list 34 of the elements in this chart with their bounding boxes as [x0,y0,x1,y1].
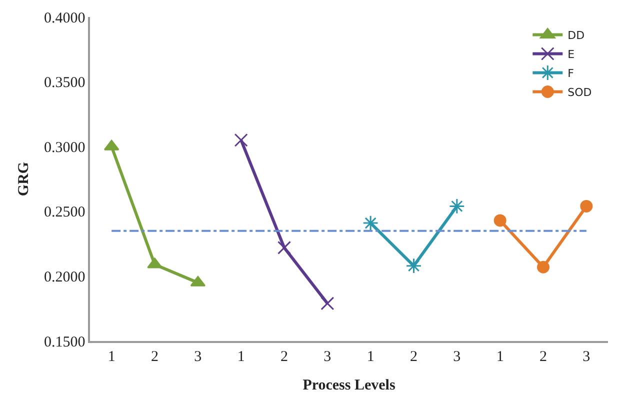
y-tick-label: 0.2500 [44,204,86,221]
x-tick-label: 1 [237,348,245,365]
legend-label: DD [568,29,585,42]
point [320,296,334,310]
legend-label: E [568,48,575,62]
y-tick-label: 0.4000 [44,10,86,26]
x-tick-label: 3 [324,348,332,365]
point [494,214,506,227]
y-axis-title: GRG [16,162,32,196]
point [580,200,593,212]
y-tick-label: 0.1500 [44,334,86,350]
point [448,198,465,214]
point [406,258,422,274]
x-axis-title: Process Levels [302,377,396,394]
y-tick-label: 0.2000 [44,269,86,286]
point [147,258,162,268]
y-tick-label: 0.3000 [44,140,86,156]
legend-label: F [568,67,574,80]
x-tick-label: 2 [410,348,418,365]
x-tick-label: 2 [151,348,158,365]
point [362,215,379,232]
x-tick-label: 3 [194,348,202,365]
x-tick-label: 1 [366,348,374,365]
point [278,240,291,254]
x-tick-label: 2 [280,348,288,365]
x-tick-label: 3 [582,348,590,365]
x-tick-label: 1 [496,348,504,365]
y-tick-label: 0.3500 [44,75,86,92]
x-tick-label: 2 [540,348,547,365]
legend-label: SOD [568,86,592,100]
point [537,260,550,274]
point [234,133,248,147]
x-tick-label: 3 [453,348,461,365]
x-tick-label: 1 [108,348,116,365]
